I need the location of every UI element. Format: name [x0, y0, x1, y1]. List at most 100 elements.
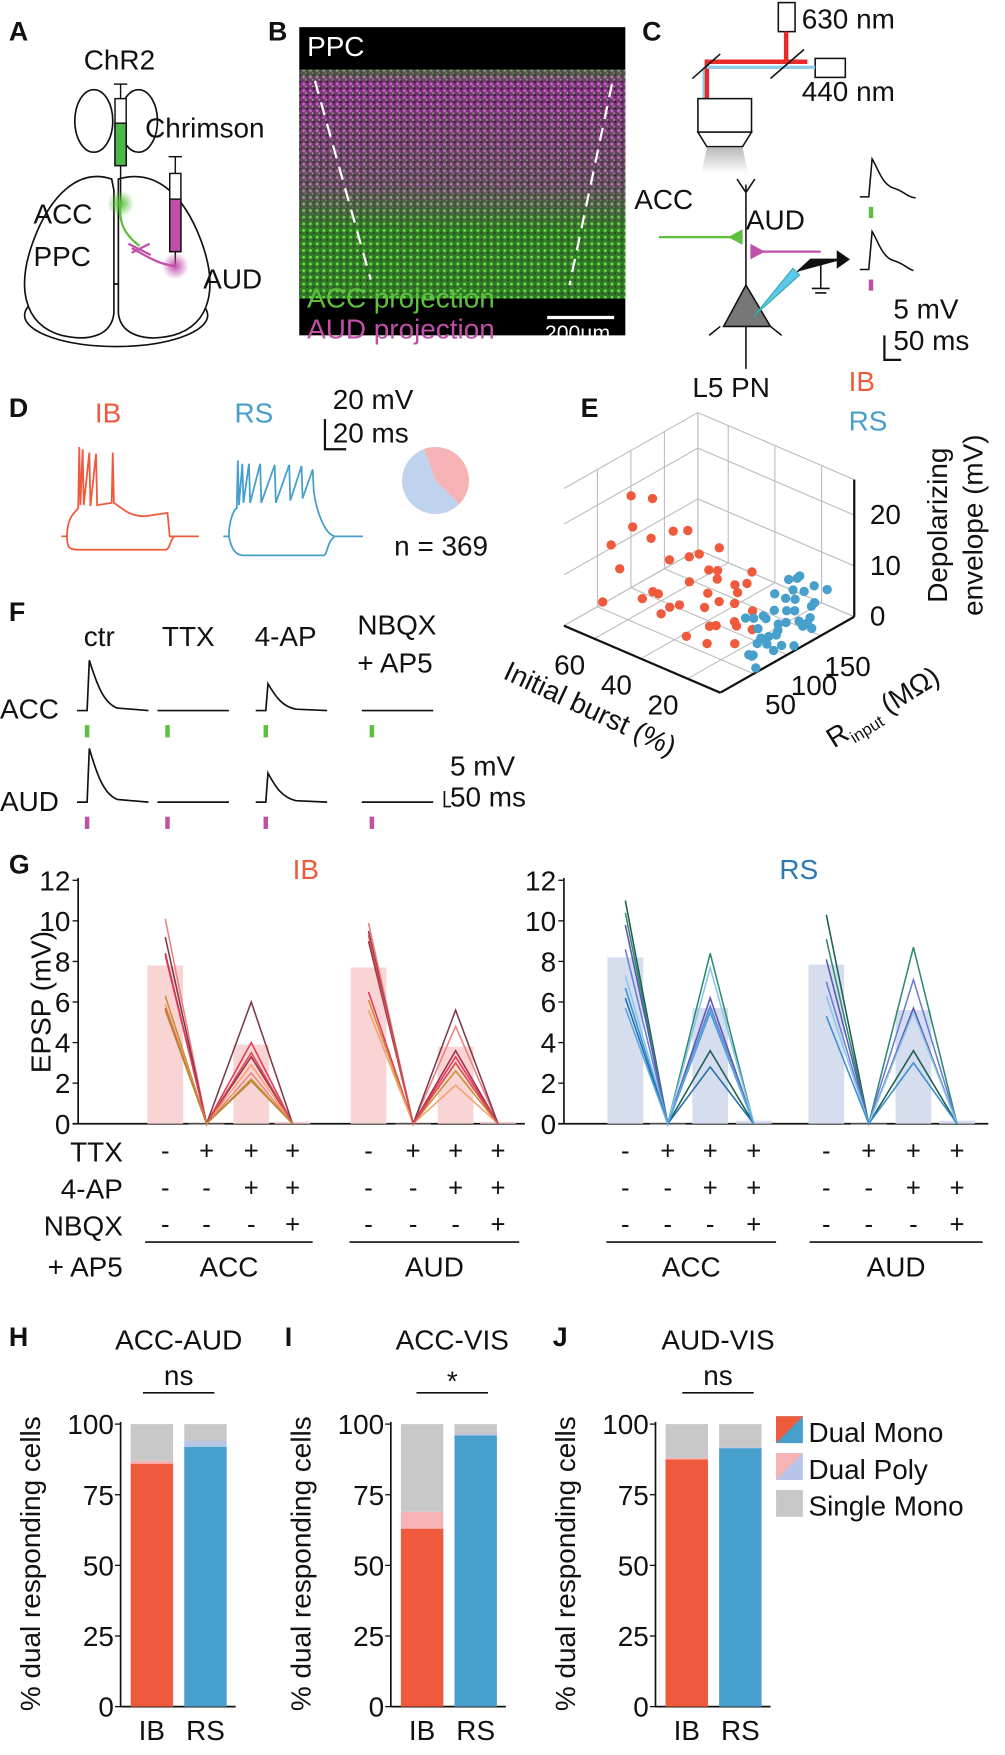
- bar-dual-poly-ib: [130, 1460, 174, 1464]
- acc-label: ACC: [634, 184, 693, 215]
- stim-marker: [84, 816, 90, 829]
- cell-line: [624, 964, 755, 1127]
- y-tick-label: 0: [369, 1692, 385, 1723]
- scale-time: 50 ms: [450, 782, 526, 813]
- stim-marker: [84, 725, 90, 738]
- condition-marker: +: [406, 1137, 421, 1165]
- y-tick-label: 50: [618, 1550, 649, 1581]
- scatter-point-ib: [646, 533, 656, 543]
- wall-gridline: [697, 549, 855, 618]
- aud-label: AUD: [203, 263, 262, 294]
- y-tick-label: 100: [67, 1409, 114, 1440]
- z-axis-label-line1: Depolarizing: [922, 448, 953, 603]
- z-tick-label: 0: [870, 601, 886, 632]
- condition-marker: +: [746, 1174, 761, 1202]
- scatter-point-ib: [637, 593, 648, 604]
- stim-marker: [263, 725, 268, 738]
- epsp-bar-chart: 0 2 4 6 8 10 12 - + + + - - + + - - - + ACC - + + + - - + + - - - + AUD T…: [39, 865, 989, 1283]
- bar-dual-mono-ib: [665, 1459, 708, 1707]
- scatter-point-ib: [730, 638, 740, 649]
- mouse-brain-diagram: [23, 88, 211, 348]
- cell-line: [164, 918, 294, 1126]
- wall-gridline: [563, 498, 699, 576]
- condition-marker: +: [949, 1137, 964, 1165]
- condition-marker: -: [364, 1211, 373, 1239]
- scale-label: 200µm: [545, 322, 610, 345]
- pathway-label: ACC: [199, 1252, 258, 1283]
- floor-gridline: [597, 606, 754, 675]
- col-ttx: TTX: [162, 621, 215, 652]
- cell-line: [624, 924, 755, 1127]
- condition-marker: -: [864, 1174, 873, 1202]
- chr2-label: ChR2: [84, 45, 155, 76]
- scale-time: 50 ms: [893, 325, 969, 356]
- y-tick-label: 8: [55, 946, 71, 977]
- y-tick-label: 2: [55, 1068, 71, 1099]
- scatter-point-rs: [792, 573, 802, 583]
- epsp-trace-aud: [255, 770, 328, 803]
- bar-single-mono-rs: [719, 1424, 762, 1448]
- condition-marker: +: [491, 1137, 506, 1165]
- panel-label: D: [9, 393, 28, 423]
- pathway-label: AUD: [405, 1252, 464, 1283]
- scale-time: 20 ms: [333, 418, 409, 449]
- x-tick-label: RS: [721, 1715, 760, 1746]
- row-label: 4-AP: [61, 1174, 123, 1205]
- chrimson-label: Chrimson: [145, 113, 264, 144]
- wall-gridline: [563, 412, 699, 489]
- panel-g: G IB RS EPSP (mV) 0 2 4 6 8 10 12 - + + + - - + + - - - + A…: [9, 850, 989, 1283]
- aud-stim-marker: [868, 279, 874, 291]
- scatter-point-ib: [747, 606, 758, 616]
- cell-label: L5 PN: [692, 372, 770, 403]
- condition-marker: +: [199, 1137, 214, 1165]
- scatter-point-rs: [809, 598, 820, 608]
- cell-line: [624, 1007, 755, 1126]
- rs-title: RS: [779, 854, 818, 885]
- scatter-point-ib: [712, 574, 722, 584]
- scatter-point-rs: [780, 593, 791, 603]
- z-axis-label-line2: envelope (mV): [958, 434, 989, 615]
- scatter-point-ib: [694, 549, 704, 559]
- row-aud: AUD: [0, 786, 59, 817]
- scatter-point-rs: [794, 616, 804, 626]
- bar-single-mono-rs: [454, 1424, 497, 1434]
- cell-line: [825, 995, 958, 1126]
- scatter-point-rs: [758, 611, 769, 621]
- condition-marker: -: [621, 1211, 630, 1239]
- condition-marker: +: [244, 1174, 259, 1202]
- bar-single-mono-rs: [184, 1424, 227, 1442]
- pathway-label: AUD: [867, 1252, 926, 1283]
- pathway-label: ACC: [662, 1252, 721, 1283]
- ppc-label: PPC: [33, 241, 90, 272]
- y-tick-label: 0: [98, 1692, 114, 1723]
- significance-label: ns: [703, 1360, 732, 1391]
- cell-line: [367, 991, 499, 1126]
- stim-marker: [263, 816, 268, 829]
- scatter-point-ib: [704, 621, 715, 632]
- x-tick-label: RS: [456, 1715, 495, 1746]
- scatter-point-rs: [753, 623, 763, 634]
- y-tick-label: 2: [541, 1068, 557, 1099]
- bar-single-mono-ib: [130, 1424, 174, 1461]
- scatter-point-ib: [684, 577, 695, 587]
- scatter-point-ib: [714, 596, 724, 607]
- scatter-point-rs: [762, 639, 772, 649]
- ib-firing-trace: [61, 447, 199, 551]
- scatter-point-ib: [747, 567, 757, 577]
- legend-single-mono: Single Mono: [808, 1491, 963, 1522]
- y-tick-label: 0: [541, 1109, 557, 1140]
- epsp-traces: [77, 660, 434, 829]
- scatter-point-ib: [597, 597, 608, 607]
- scatter-point-rs: [790, 594, 800, 605]
- scatter-point-ib: [704, 565, 714, 575]
- bar-dual-mono-ib: [400, 1528, 444, 1707]
- cell-line: [624, 912, 755, 1124]
- cell-line: [367, 999, 499, 1126]
- scatter-point-ib: [628, 522, 638, 532]
- significance-label: *: [447, 1366, 458, 1397]
- cell-line: [825, 977, 958, 1127]
- condition-marker: +: [285, 1174, 300, 1202]
- acc-axon: [119, 203, 141, 247]
- stim-marker: [165, 725, 170, 738]
- condition-marker: +: [491, 1211, 506, 1239]
